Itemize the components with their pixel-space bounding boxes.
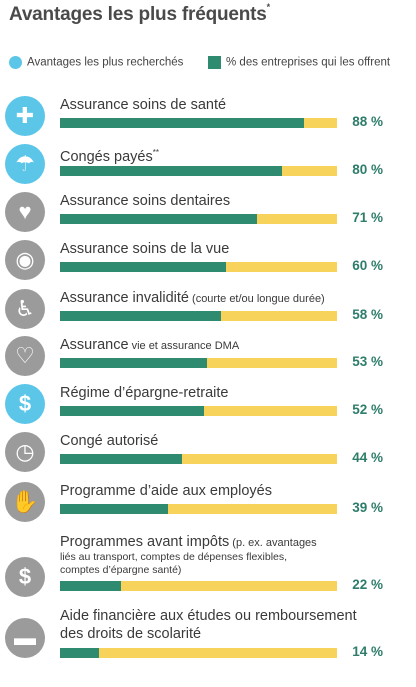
bar-track <box>60 581 337 591</box>
category-label-main: Régime d’épargne-retraite <box>60 385 229 401</box>
data-label: 60 % <box>352 258 383 273</box>
category-label: Régime d’épargne-retraite <box>60 384 228 402</box>
graduation-cap-icon: ▬ <box>5 618 45 658</box>
category-label-note: (p. ex. avantages <box>229 537 317 549</box>
title-footnote-mark: * <box>266 1 271 12</box>
bar <box>60 118 304 128</box>
legend-label-offered: % des entreprises qui les offrent <box>226 56 391 69</box>
bar-track <box>60 358 337 368</box>
category-label-continuation: des droits de scolarité <box>60 626 202 642</box>
data-label: 71 % <box>352 210 383 225</box>
legend-label-sought: Avantages les plus recherchés <box>27 56 184 69</box>
chart-title: Avantages les plus fréquents* <box>9 1 271 25</box>
bar-track <box>60 406 337 416</box>
category-label-main: Aide financière aux études ou remboursem… <box>60 608 357 624</box>
bar-track <box>60 504 337 514</box>
bar <box>60 648 99 658</box>
legend-item-offered: % des entreprises qui les offrent <box>208 56 390 69</box>
clock-icon: ◷ <box>5 432 45 472</box>
data-label: 53 % <box>352 354 383 369</box>
savings-icon: $ <box>5 384 45 424</box>
category-label-note: (courte et/ou longue durée) <box>188 293 325 305</box>
category-footnote-mark: ** <box>152 148 159 157</box>
category-label-main: Programmes avant impôts <box>60 534 230 550</box>
tooth-icon: ♥ <box>5 192 45 232</box>
category-label: Assurance vie et assurance DMA <box>60 336 239 355</box>
data-label: 44 % <box>352 450 383 465</box>
category-label: Aide financière aux études ou remboursem… <box>60 607 357 625</box>
handshake-icon: ✋ <box>5 482 45 522</box>
bar <box>60 262 227 272</box>
data-label: 39 % <box>352 500 383 515</box>
data-label: 88 % <box>352 114 383 129</box>
category-label: Assurance soins de santé <box>60 96 226 114</box>
eye-icon: ◉ <box>5 240 45 280</box>
bar <box>60 581 121 591</box>
legend-swatch-sought <box>9 56 22 69</box>
category-label-note: vie et assurance DMA <box>128 340 240 352</box>
bar-track <box>60 166 337 176</box>
bar <box>60 166 282 176</box>
legend-swatch-offered <box>208 56 221 69</box>
category-label-continuation: comptes d’épargne santé) <box>60 564 182 576</box>
bar-track <box>60 311 337 321</box>
category-label-main: Assurance <box>60 337 129 353</box>
bar <box>60 214 257 224</box>
bar <box>60 454 182 464</box>
category-label-main: Assurance invalidité <box>60 290 189 306</box>
bar-track <box>60 648 337 658</box>
bar <box>60 504 169 514</box>
bar <box>60 311 221 321</box>
wheelchair-icon: ♿ <box>5 289 45 329</box>
bar <box>60 406 205 416</box>
category-label-main: Assurance soins dentaires <box>60 193 231 209</box>
category-label-main: Assurance soins de la vue <box>60 241 230 257</box>
category-label-main: Assurance soins de santé <box>60 97 227 113</box>
legend-item-sought: Avantages les plus recherchés <box>9 56 183 69</box>
beach-icon: ☂ <box>5 144 45 184</box>
bar-track <box>60 118 337 128</box>
bar <box>60 358 207 368</box>
data-label: 58 % <box>352 307 383 322</box>
data-label: 14 % <box>352 644 383 659</box>
dollar-icon: $ <box>5 557 45 597</box>
bar-track <box>60 262 337 272</box>
category-label: Programmes avant impôts (p. ex. avantage… <box>60 533 317 552</box>
category-label: Assurance soins dentaires <box>60 192 230 210</box>
bar-track <box>60 454 337 464</box>
data-label: 52 % <box>352 402 383 417</box>
category-label: Assurance soins de la vue <box>60 240 229 258</box>
category-label-continuation: liés au transport, comptes de dépenses f… <box>60 551 288 563</box>
category-label-main: Programme d’aide aux employés <box>60 483 272 499</box>
category-label-main: Congés payés <box>60 148 153 165</box>
data-label: 80 % <box>352 162 383 177</box>
category-label-main: Congé autorisé <box>60 433 159 449</box>
category-label: Assurance invalidité (courte et/ou longu… <box>60 289 325 308</box>
category-label: Congé autorisé <box>60 432 158 450</box>
category-label: Programme d’aide aux employés <box>60 482 272 500</box>
category-label: Congés payés** <box>60 144 159 166</box>
heartbeat-icon: ♡ <box>5 336 45 376</box>
plus-icon: ✚ <box>5 96 45 136</box>
data-label: 22 % <box>352 577 383 592</box>
bar-track <box>60 214 337 224</box>
